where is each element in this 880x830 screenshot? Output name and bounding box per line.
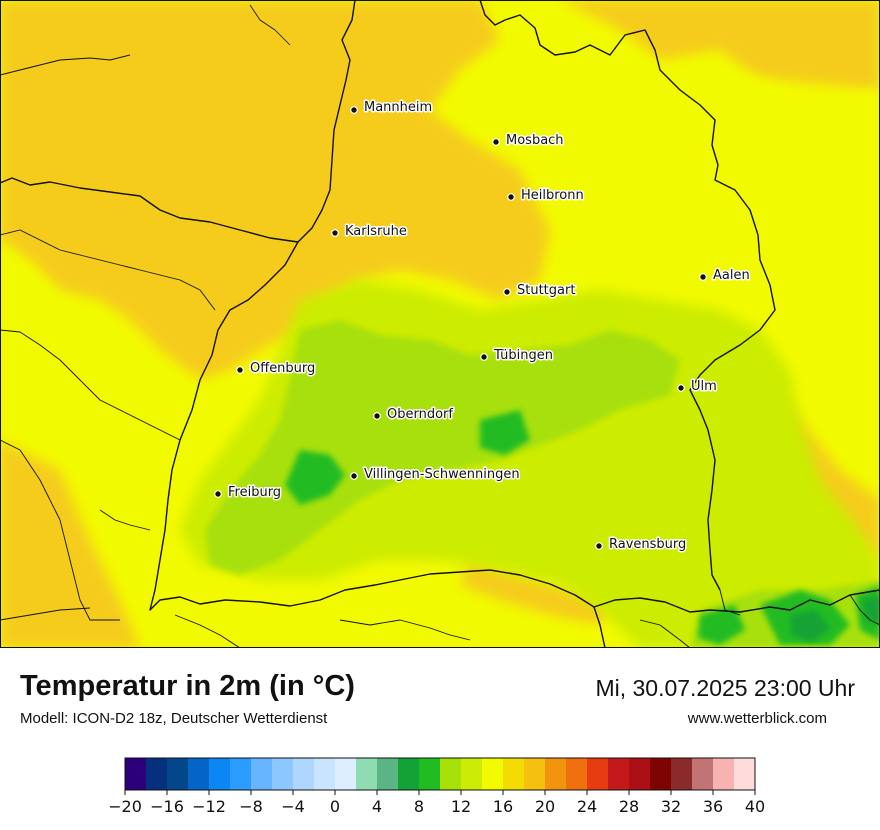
legend-swatch [461,758,483,790]
legend-tick-label: 16 [493,797,513,816]
footer: Temperatur in 2m (in °C) Modell: ICON-D2… [0,648,880,830]
city-dot [214,490,222,498]
legend-swatch [671,758,693,790]
legend-frame [124,757,756,791]
legend-swatch [419,758,441,790]
city-dot [480,353,488,361]
legend-swatch [629,758,651,790]
city-heilbronn[interactable]: Heilbronn [507,187,585,205]
legend-tick-label: 28 [619,797,639,816]
city-villingen-schwenningen[interactable]: Villingen-Schwenningen [350,466,521,484]
legend-swatch [293,758,315,790]
valid-datetime: Mi, 30.07.2025 23:00 Uhr [595,675,855,701]
city-label: Mosbach [506,133,564,148]
legend-tick-label: 32 [661,797,681,816]
city-dot [492,138,500,146]
city-markers: Mannheim Mosbach Heilbronn Karlsruhe Aal… [214,99,751,554]
map-canvas: Mannheim Mosbach Heilbronn Karlsruhe Aal… [0,0,880,648]
legend-scale: −20 −16 −12 −8 −4 0 4 8 12 16 20 24 28 32 36 40 [110,757,765,816]
legend-swatch [398,758,420,790]
legend-swatch [251,758,273,790]
legend-swatch [524,758,546,790]
legend-swatch [482,758,504,790]
city-dot [350,106,358,114]
legend-tick-label: −16 [150,797,184,816]
legend-swatch [377,758,399,790]
city-oberndorf[interactable]: Oberndorf [373,406,455,424]
model-info: Modell: ICON-D2 18z, Deutscher Wetterdie… [20,710,328,727]
city-label: Offenburg [250,361,315,376]
city-freiburg[interactable]: Freiburg [214,484,283,502]
city-label: Ulm [691,379,717,394]
legend-tick-label: −8 [239,797,263,816]
city-label: Freiburg [228,485,281,500]
chart-title: Temperatur in 2m (in °C) [20,670,355,702]
legend-tick-label: 24 [577,797,597,816]
city-karlsruhe[interactable]: Karlsruhe [331,223,408,241]
color-legend: −20 −16 −12 −8 −4 0 4 8 12 16 20 24 28 32 36 40 [110,754,770,824]
city-dot [503,288,511,296]
legend-swatch [272,758,294,790]
city-ravensburg[interactable]: Ravensburg [595,536,688,554]
legend-swatch [356,758,378,790]
legend-swatch [125,758,147,790]
city-dot [677,384,685,392]
city-dot [236,366,244,374]
legend-swatch [314,758,336,790]
legend-swatch [167,758,189,790]
city-aalen[interactable]: Aalen [699,267,751,285]
city-label: Ravensburg [609,537,686,552]
city-label: Oberndorf [387,407,453,422]
city-label: Stuttgart [517,283,575,298]
city-dot [595,542,603,550]
legend-tick-label: 40 [745,797,765,816]
legend-swatch [545,758,567,790]
city-label: Heilbronn [521,188,584,203]
city-mannheim[interactable]: Mannheim [350,99,434,117]
legend-swatch [335,758,357,790]
city-mosbach[interactable]: Mosbach [492,132,565,150]
legend-tick-label: 36 [703,797,723,816]
borders [0,0,880,648]
legend-swatch [209,758,231,790]
legend-swatch [188,758,210,790]
legend-tick-label: 4 [372,797,382,816]
legend-swatch [566,758,588,790]
city-label: Villingen-Schwenningen [364,467,520,482]
city-dot [350,472,358,480]
city-label: Karlsruhe [345,224,407,239]
city-dot [373,412,381,420]
legend-tick-label: −12 [192,797,226,816]
city-label: Aalen [713,268,750,283]
legend-tick-label: 0 [330,797,340,816]
legend-swatch [230,758,252,790]
legend-swatch [692,758,714,790]
legend-swatch [650,758,672,790]
legend-swatch [440,758,462,790]
temperature-map: Mannheim Mosbach Heilbronn Karlsruhe Aal… [0,0,880,648]
legend-tick-label: 8 [414,797,424,816]
legend-tick-label: 20 [535,797,555,816]
legend-swatch [146,758,168,790]
city-tuebingen[interactable]: Tübingen [480,347,555,365]
city-dot [331,229,339,237]
city-stuttgart[interactable]: Stuttgart [503,282,577,300]
legend-swatch [713,758,735,790]
city-ulm[interactable]: Ulm [677,378,718,396]
legend-tick-label: −20 [110,797,142,816]
city-dot [507,193,515,201]
legend-swatch [608,758,630,790]
legend-swatch [587,758,609,790]
legend-tick-label: −4 [281,797,305,816]
city-label: Mannheim [364,100,432,115]
city-dot [699,273,707,281]
legend-swatch [734,758,756,790]
website-link[interactable]: www.wetterblick.com [687,710,827,727]
legend-tick-label: 12 [451,797,471,816]
city-label: Tübingen [493,348,553,363]
city-offenburg[interactable]: Offenburg [236,360,317,378]
legend-swatch [503,758,525,790]
